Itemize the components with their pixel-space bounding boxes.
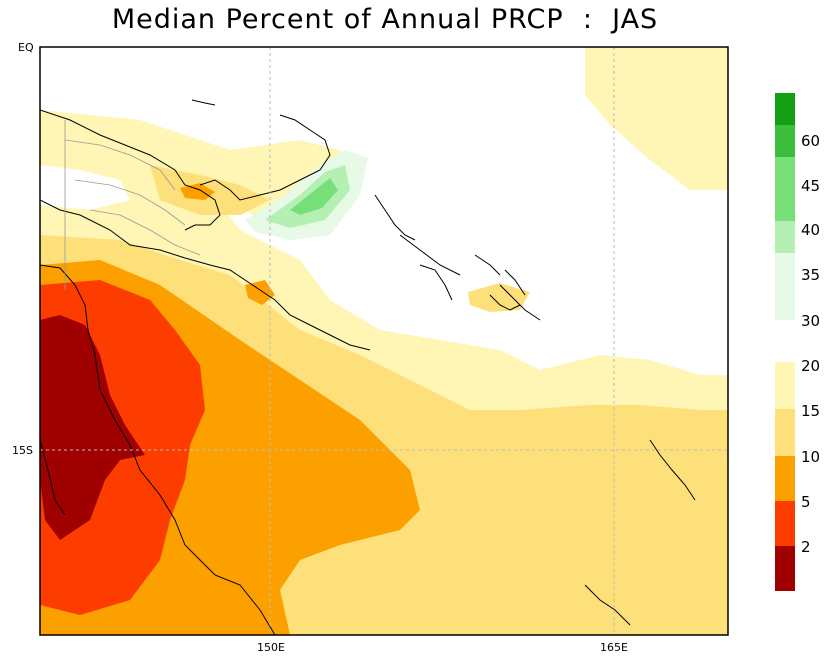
legend-swatch-30b	[775, 285, 795, 320]
region-pale-yellow-ne	[585, 47, 728, 190]
lat-label-15s: 15S	[12, 444, 33, 457]
region-orange-png	[245, 280, 275, 305]
region-orange-ne	[180, 183, 215, 200]
lon-label-165e: 165E	[600, 641, 628, 654]
legend-label-15: 15	[801, 402, 821, 420]
legend-label-40: 40	[801, 221, 821, 239]
legend-label-5: 5	[801, 493, 811, 511]
legend-label-20: 20	[801, 357, 821, 375]
region-dark-red	[40, 315, 145, 540]
region-white-nw	[40, 165, 130, 210]
legend-swatch-60	[775, 93, 795, 125]
legend-swatch-30	[775, 221, 795, 253]
legend-label-2: 2	[801, 538, 811, 556]
region-green-mid	[290, 178, 338, 215]
lon-label-150e: 150E	[257, 641, 285, 654]
region-yellow-solomons	[468, 283, 530, 312]
legend-swatch-20	[775, 362, 795, 409]
legend-swatch-5	[775, 501, 795, 546]
coastlines	[40, 99, 696, 635]
legend-label-30: 30	[801, 312, 821, 330]
map-plot-area	[40, 47, 728, 635]
borders	[64, 120, 201, 290]
legend-label-35: 35	[801, 266, 821, 284]
legend-swatch-25	[775, 253, 795, 285]
legend-swatch-10	[775, 456, 795, 501]
legend-label-60: 60	[801, 132, 821, 150]
region-white-central	[210, 47, 728, 375]
lat-label-eq: EQ	[18, 41, 34, 54]
legend-swatch-40	[775, 157, 795, 189]
legend-label-45: 45	[801, 177, 821, 195]
legend-swatch-35	[775, 189, 795, 221]
grid	[40, 47, 728, 635]
legend-label-10: 10	[801, 448, 821, 466]
legend-swatch-2	[775, 546, 795, 591]
legend	[775, 93, 795, 591]
legend-swatch-15	[775, 409, 795, 456]
map-title: Median Percent of Annual PRCP : JAS	[111, 4, 659, 35]
plot-frame	[39, 46, 729, 636]
legend-swatch-45	[775, 125, 795, 157]
